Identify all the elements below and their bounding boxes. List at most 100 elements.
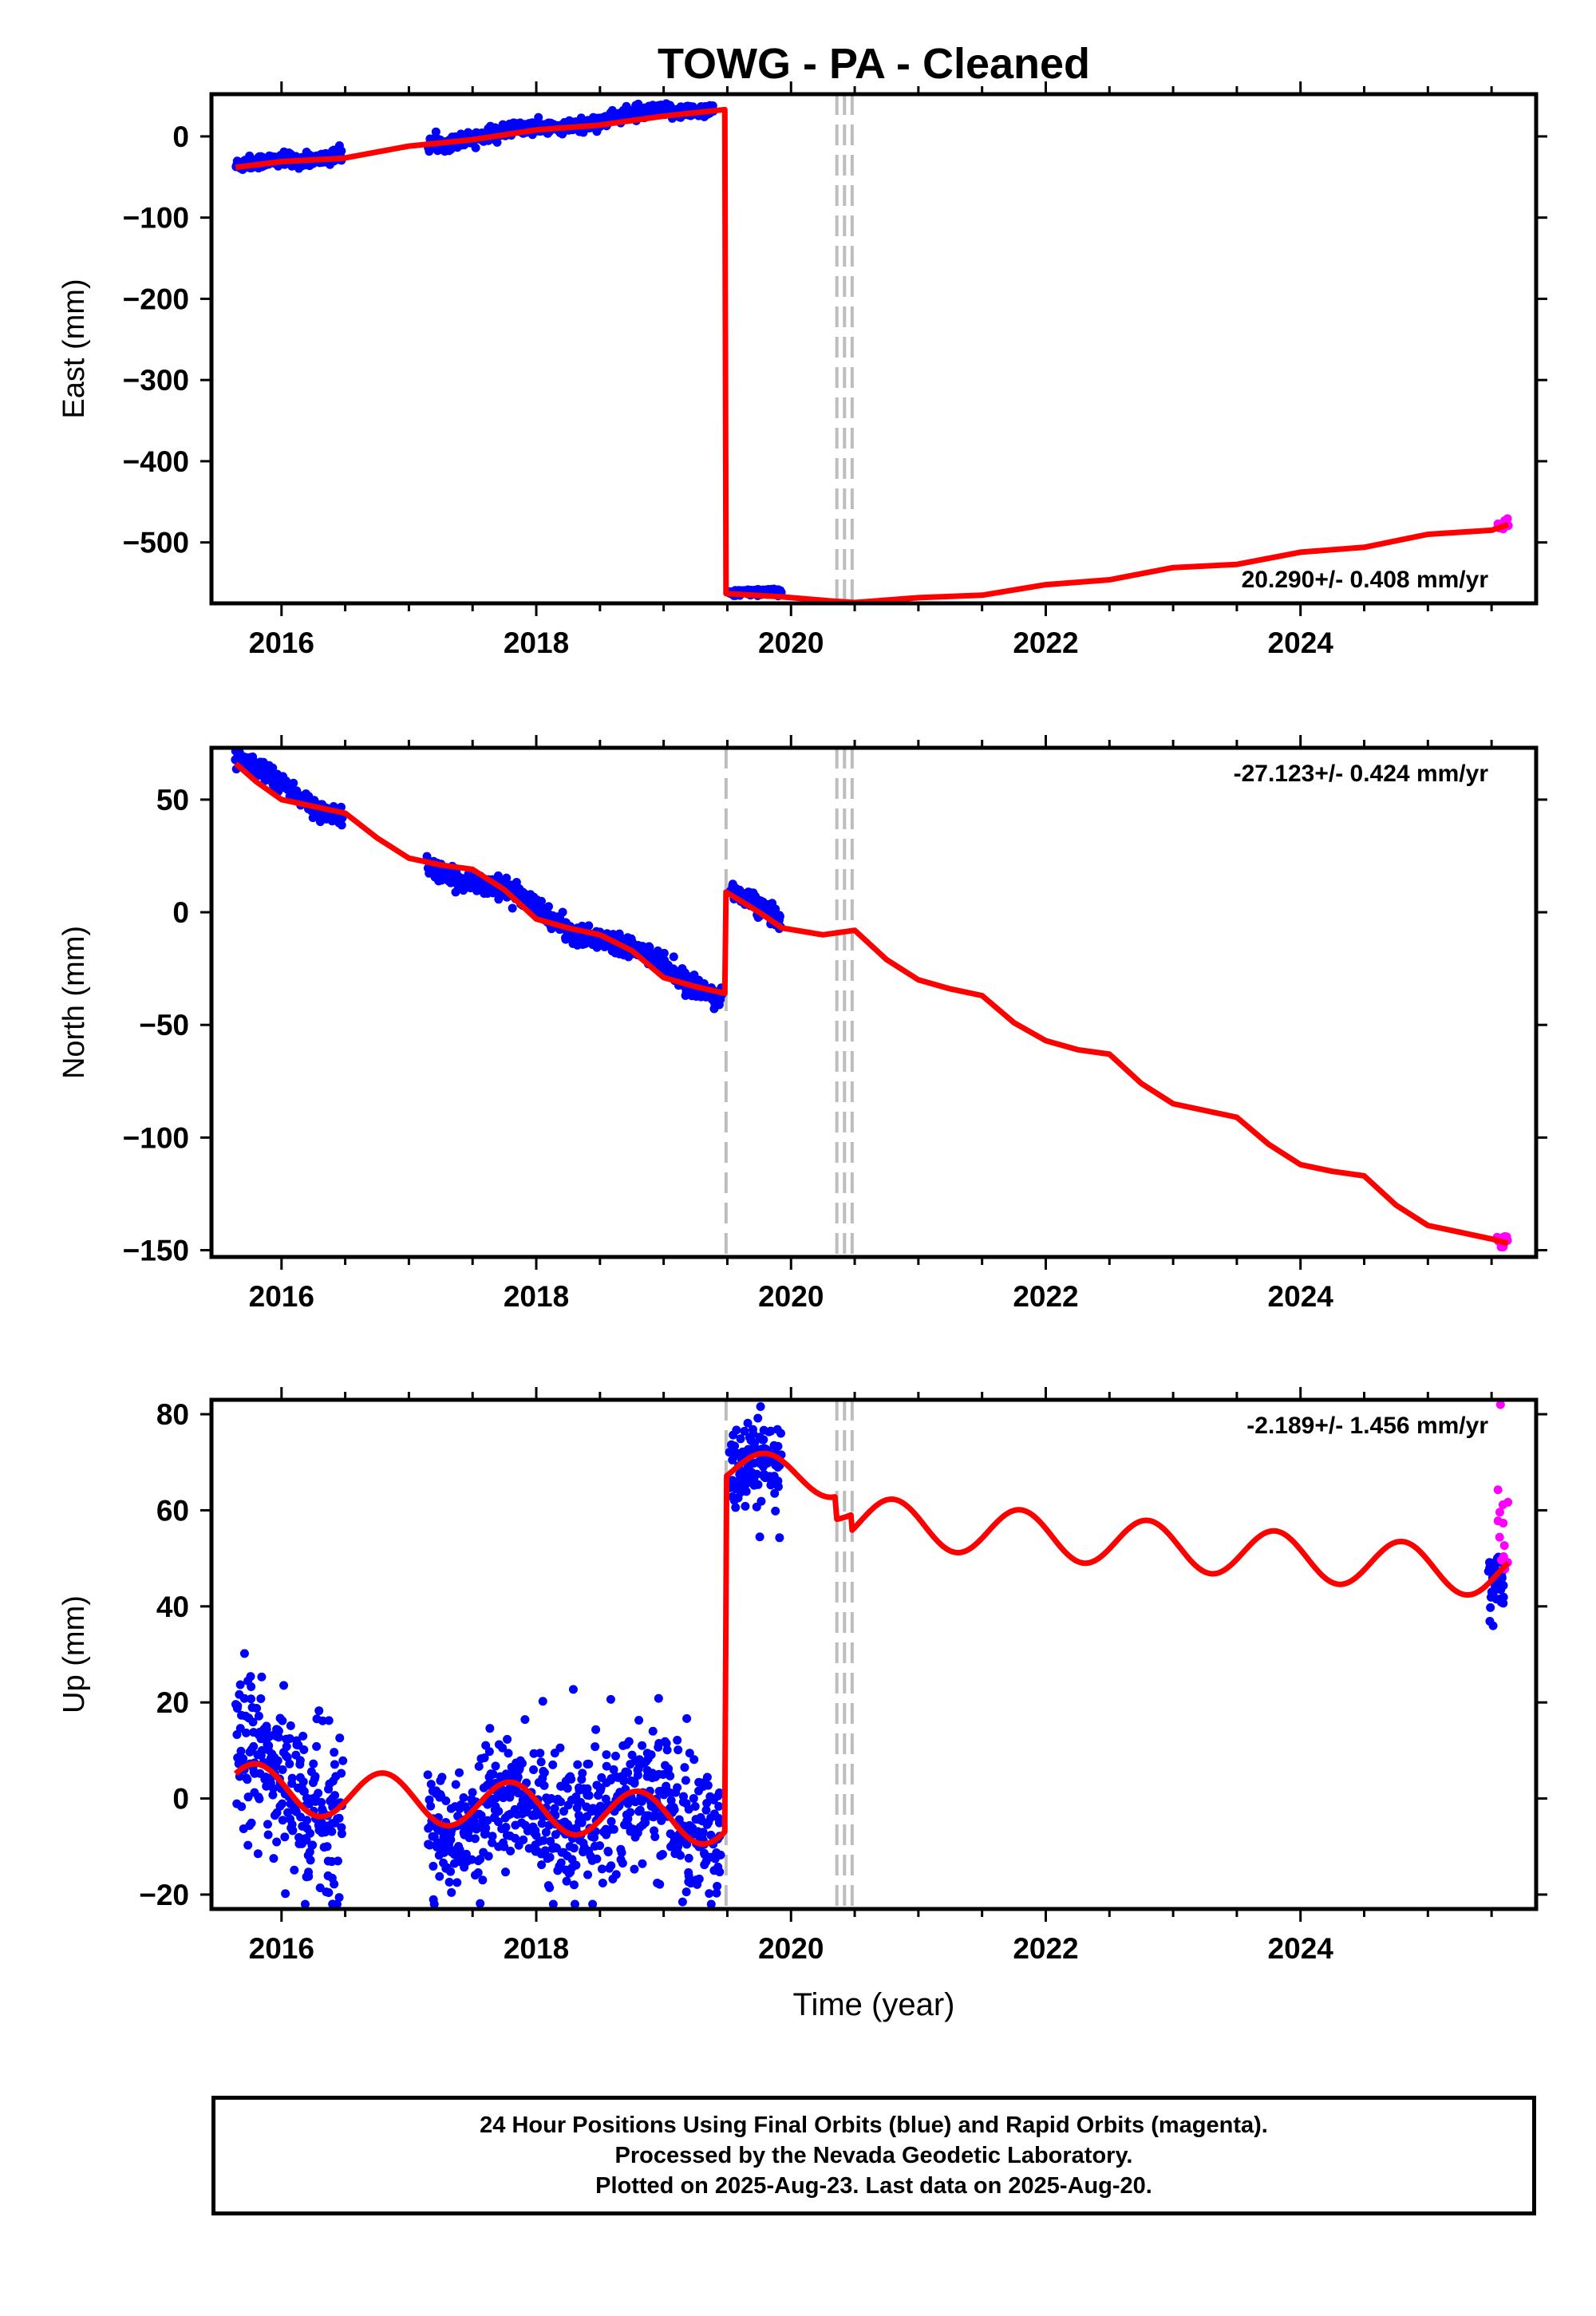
up-final-point <box>288 1826 298 1836</box>
up-final-point <box>741 1487 751 1496</box>
up-final-point <box>546 1836 555 1846</box>
up-final-point <box>295 1760 305 1769</box>
up-final-point <box>624 1737 634 1746</box>
up-y-tick-label: 60 <box>156 1494 189 1527</box>
up-final-point <box>500 1867 510 1877</box>
up-final-point <box>318 1716 327 1725</box>
up-final-point <box>488 1838 497 1848</box>
up-final-point <box>426 1780 436 1789</box>
up-final-point <box>573 1760 583 1769</box>
up-final-point <box>759 1435 768 1445</box>
up-final-point <box>268 1790 278 1800</box>
up-rapid-point <box>1499 1541 1509 1551</box>
up-final-point <box>280 1832 290 1842</box>
up-final-point <box>770 1488 780 1498</box>
up-final-point <box>515 1764 524 1773</box>
east-y-tick-label: −300 <box>123 364 189 397</box>
up-final-point <box>714 1801 724 1811</box>
up-final-point <box>468 1788 477 1797</box>
up-final-point <box>766 1426 776 1436</box>
up-final-point <box>689 1793 698 1803</box>
x-axis-label: Time (year) <box>793 1987 955 2022</box>
up-final-point <box>752 1469 761 1479</box>
north-x-tick-label: 2016 <box>249 1280 314 1313</box>
east-x-tick-label: 2024 <box>1268 626 1334 659</box>
up-final-point <box>706 1899 716 1909</box>
up-final-point <box>740 1426 749 1436</box>
up-final-point <box>570 1899 579 1909</box>
up-x-tick-label: 2020 <box>758 1932 824 1965</box>
up-final-point <box>299 1745 309 1755</box>
up-final-point <box>705 1889 714 1899</box>
up-panel: 80 60 40 20 0 −20 2016 2018 2020 2022 2024 Up (mm)… <box>57 1387 1547 1965</box>
up-final-point <box>485 1724 495 1733</box>
up-final-point <box>591 1742 600 1752</box>
up-final-point <box>730 1441 740 1451</box>
up-final-point <box>254 1711 263 1721</box>
up-final-point <box>773 1482 783 1492</box>
up-final-point <box>278 1799 287 1808</box>
up-final-point <box>654 1694 663 1703</box>
north-final-point <box>289 778 298 788</box>
up-final-point <box>247 1694 256 1704</box>
up-final-point <box>324 1888 334 1898</box>
up-final-point <box>498 1743 508 1753</box>
north-final-point <box>608 930 618 939</box>
up-final-point <box>703 1780 713 1790</box>
up-final-point <box>455 1768 464 1777</box>
up-final-point <box>716 1850 725 1860</box>
up-final-point <box>310 1772 320 1781</box>
up-final-point <box>476 1899 485 1908</box>
up-x-tick-label: 2018 <box>504 1932 569 1965</box>
up-final-point <box>337 1769 346 1778</box>
up-final-point <box>771 1506 780 1516</box>
chart-title: TOWG - PA - Cleaned <box>658 40 1090 88</box>
up-y-tick-label: 80 <box>156 1398 189 1431</box>
up-final-point <box>555 1743 565 1753</box>
up-final-point <box>269 1854 279 1863</box>
up-final-point <box>263 1820 272 1829</box>
up-final-point <box>524 1797 534 1807</box>
up-final-point <box>470 1834 480 1844</box>
up-final-point <box>481 1824 491 1833</box>
up-final-point <box>337 1829 346 1839</box>
up-final-point <box>504 1749 513 1758</box>
up-final-points <box>231 1402 1508 1909</box>
up-final-point <box>682 1713 692 1723</box>
up-y-tick-label: 20 <box>156 1686 189 1719</box>
north-final-point <box>644 942 654 951</box>
up-final-point <box>278 1816 287 1825</box>
east-panel: 0 −100 −200 −300 −400 −500 2016 2018 2020 2022 202… <box>57 81 1547 659</box>
up-y-tick-label: −20 <box>139 1879 189 1911</box>
up-final-point <box>559 1807 568 1816</box>
north-x-tick-label: 2020 <box>758 1280 824 1313</box>
up-final-point <box>619 1777 629 1786</box>
north-x-tick-label: 2024 <box>1268 1280 1334 1313</box>
east-x-tick-label: 2022 <box>1013 626 1078 659</box>
north-final-point <box>508 903 517 913</box>
up-final-point <box>757 1496 766 1506</box>
up-model-line <box>233 1450 1511 1847</box>
up-final-point <box>269 1784 279 1793</box>
up-final-point <box>491 1761 500 1771</box>
north-frame <box>209 745 1539 1259</box>
up-final-point <box>541 1828 551 1837</box>
up-final-point <box>317 1797 326 1807</box>
up-rapid-point <box>1493 1485 1503 1495</box>
up-final-point <box>236 1746 246 1756</box>
up-final-point <box>568 1685 578 1694</box>
up-final-point <box>685 1749 694 1758</box>
up-final-point <box>538 1697 547 1706</box>
up-final-point <box>731 1503 741 1512</box>
up-final-point <box>435 1871 444 1881</box>
north-final-point <box>502 873 512 883</box>
up-final-point <box>562 1876 571 1886</box>
up-final-point <box>1486 1603 1495 1612</box>
north-y-tick-label: 50 <box>156 784 189 816</box>
up-final-point <box>281 1889 290 1899</box>
up-final-point <box>609 1765 618 1774</box>
up-final-point <box>282 1741 291 1751</box>
north-final-point <box>558 907 567 917</box>
up-final-point <box>618 1859 627 1868</box>
up-final-point <box>630 1864 639 1874</box>
